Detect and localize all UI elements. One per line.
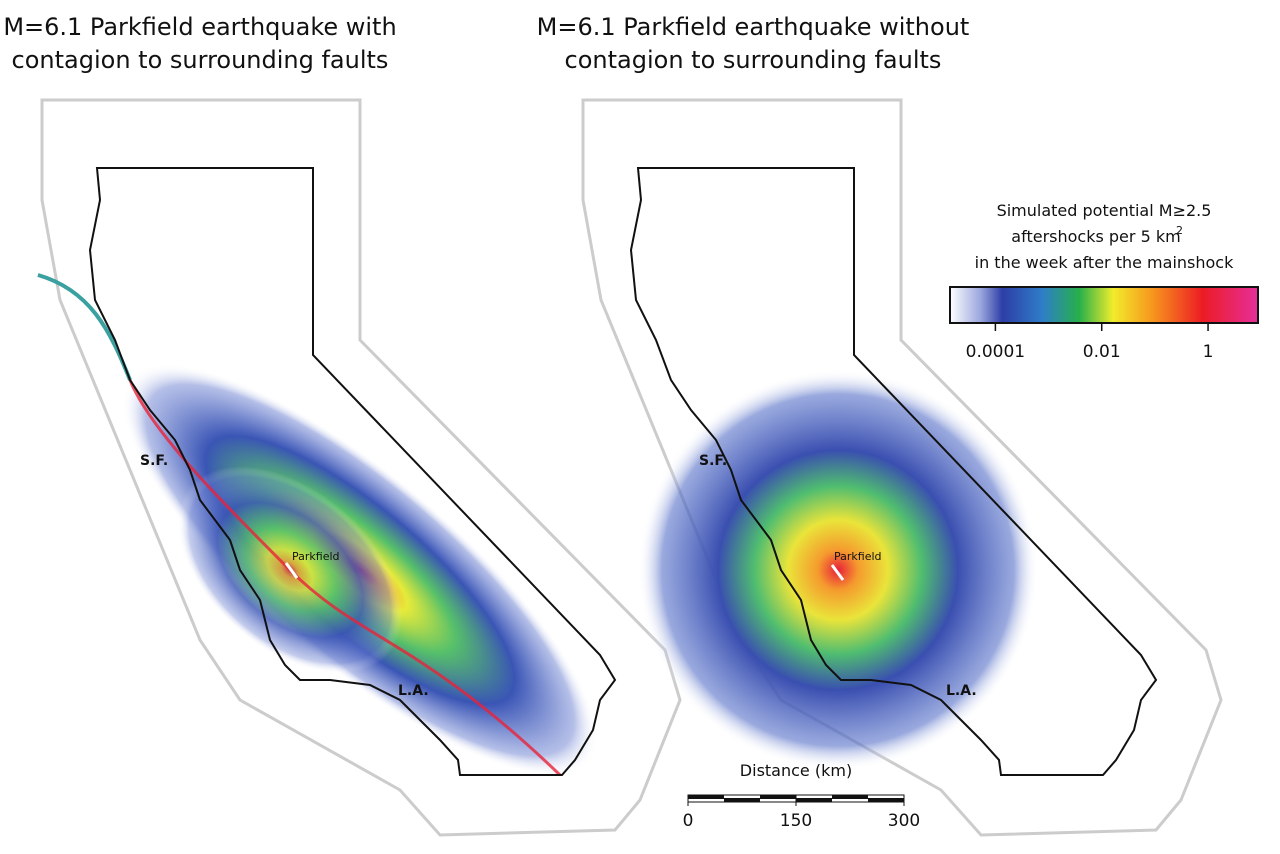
title: M=6.1 Parkfield earthquake with bbox=[3, 13, 396, 41]
rupture bbox=[284, 562, 299, 579]
panel-left bbox=[37, 98, 682, 837]
title: contagion to surrounding faults bbox=[12, 46, 389, 74]
colorbar-tick-label: 1 bbox=[1203, 342, 1214, 362]
colorbar-tick-label: 0.01 bbox=[1083, 342, 1121, 362]
fault-trace bbox=[37, 273, 132, 381]
city-label: Parkfield bbox=[292, 550, 340, 563]
scale-tick-label: 150 bbox=[780, 811, 812, 831]
colorbar-tick-label: 0.0001 bbox=[966, 342, 1025, 362]
title: contagion to surrounding faults bbox=[565, 46, 942, 74]
city-label: S.F. bbox=[699, 453, 727, 469]
city-label: L.A. bbox=[398, 683, 429, 699]
legend-superscript: 2 bbox=[1176, 224, 1183, 237]
aftershock-field bbox=[638, 370, 1038, 770]
city-label: L.A. bbox=[946, 683, 977, 699]
legend-title: aftershocks per 5 km bbox=[1011, 227, 1180, 246]
rupture bbox=[830, 564, 845, 581]
panel-right bbox=[581, 98, 1223, 837]
city-label: S.F. bbox=[140, 453, 168, 469]
legend-title: in the week after the mainshock bbox=[975, 253, 1234, 272]
title: M=6.1 Parkfield earthquake without bbox=[537, 13, 970, 41]
scale-title: Distance (km) bbox=[740, 761, 852, 780]
scale-tick-label: 300 bbox=[888, 811, 920, 831]
scale-tick-label: 0 bbox=[683, 811, 694, 831]
city-label: Parkfield bbox=[834, 550, 882, 563]
legend-title: Simulated potential M≥2.5 bbox=[997, 201, 1212, 220]
colorbar bbox=[949, 286, 1259, 324]
